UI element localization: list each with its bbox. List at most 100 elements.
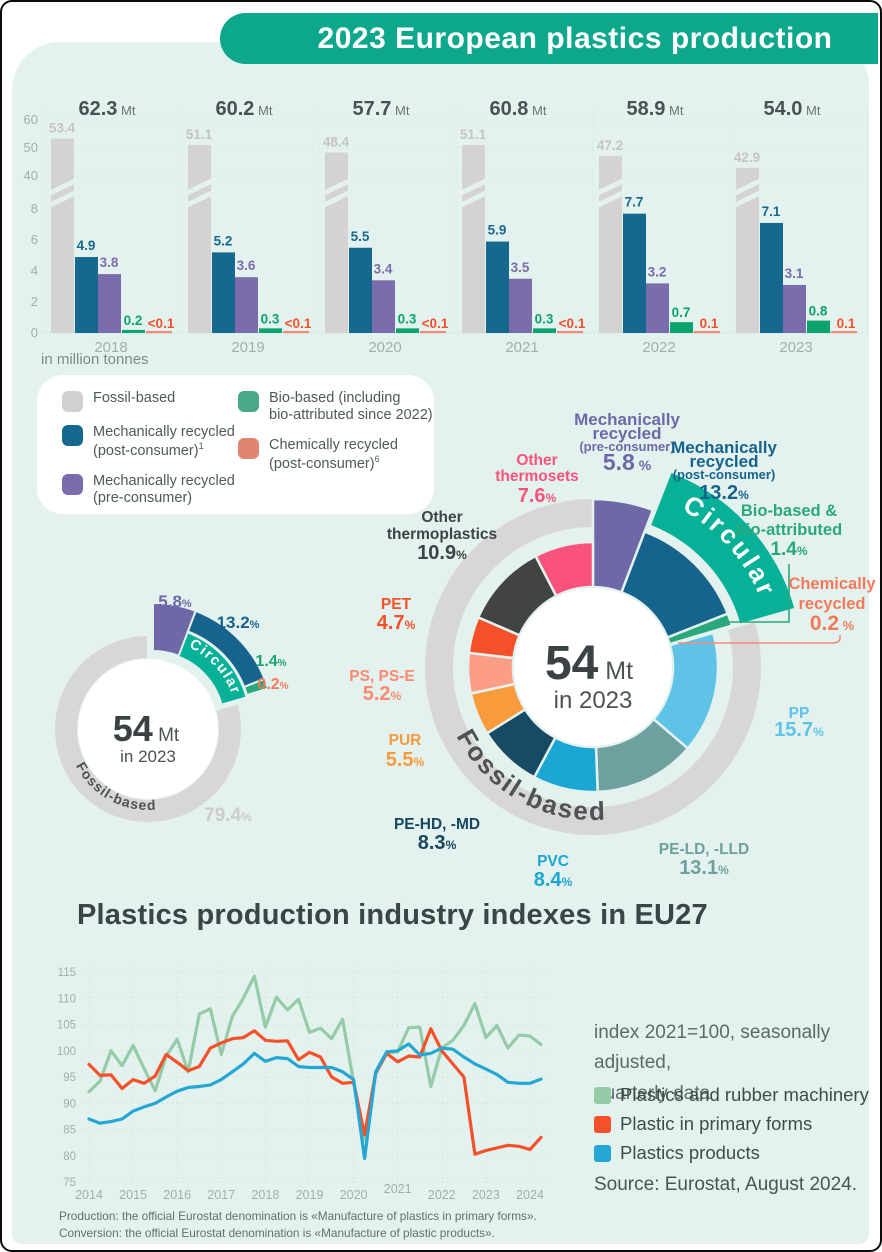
legend-item: Chemically recycled (post-consumer)6 [238, 437, 433, 474]
donut-pct-label: 0.2% [257, 676, 288, 693]
legend-swatch-icon [238, 391, 259, 412]
donut-name-label: thermosets [495, 468, 579, 485]
bar-value-label: 3.6 [237, 258, 256, 273]
donut-pct-label: 1.4% [770, 539, 807, 560]
donut-pct-label: 7.6% [518, 485, 557, 507]
bar-fossil [325, 152, 348, 333]
circular-group: Circular [152, 601, 270, 704]
bar-value-label: 3.1 [785, 266, 804, 281]
x-axis-tick-label: 2020 [340, 1188, 368, 1202]
axis-break-mark [457, 189, 490, 209]
axis-break-mark [320, 189, 353, 209]
bar-mech-post [486, 241, 509, 333]
bar-value-label: 0.2 [124, 313, 143, 328]
donut-pct-label: 13.1% [679, 857, 729, 879]
polymer-donut: Fossil-basedCircularMechanicallyrecycled… [349, 410, 876, 891]
bar-value-label: <0.1 [285, 316, 312, 331]
donut-center-value: 54 Mt [113, 708, 180, 749]
bar-value-label: 0.3 [398, 311, 417, 326]
legend-item: Fossil-based [62, 390, 238, 412]
donut-name-label: (post-consumer) [673, 467, 776, 482]
bar-value-label: 7.1 [762, 204, 781, 219]
donut-segment [591, 497, 655, 594]
line-legend-item: Plastics and rubber machinery [594, 1084, 869, 1106]
y-axis-tick-label: 0 [31, 325, 38, 340]
bar-mech-pre [98, 274, 121, 333]
bar-value-label: 48.4 [323, 134, 350, 149]
bar-bio [807, 320, 830, 333]
bar-value-label: 4.9 [77, 238, 96, 253]
legend-column-left: Fossil-based Mechanically recycled (post-c… [62, 390, 238, 514]
axis-break-mark [731, 189, 764, 209]
bar-value-label: 47.2 [597, 138, 623, 153]
donut-pct-label: 1.4% [255, 653, 286, 670]
legend-swatch-icon [62, 473, 83, 495]
donut-pct-label: 13.2% [217, 613, 260, 632]
legend-item-label: Fossil-based [93, 390, 176, 406]
legend-item: Bio-based (including bio-attributed since… [238, 390, 433, 425]
bar-value-label: 0.7 [672, 305, 691, 320]
donut-name-label: PVC [537, 853, 569, 870]
x-axis-tick-label: 2021 [384, 1182, 412, 1196]
legend-item-label: Mechanically recycled (post-consumer)1 [93, 424, 235, 460]
line-chart-legend: Plastics and rubber machinery Plastic in … [594, 1084, 869, 1172]
y-axis-tick-label: 110 [58, 993, 76, 1005]
bar-value-label: <0.1 [148, 316, 175, 331]
donut-name-label: recycled [690, 452, 759, 471]
x-axis-tick-label: 2015 [119, 1188, 147, 1202]
donut-pct-label: 5.8% [158, 592, 192, 611]
total-label: 62.3 Mt [79, 98, 136, 120]
y-axis-tick-label: 6 [31, 232, 38, 247]
line-note-line: quarterly data [594, 1082, 711, 1104]
total-label: 57.7 Mt [353, 98, 410, 120]
axis-break-mark [457, 177, 490, 197]
donut-name-label: Other [421, 509, 462, 526]
donut-name-label: PET [381, 596, 412, 613]
bar-value-label: 0.1 [837, 316, 856, 331]
x-axis-year-label: 2018 [94, 339, 127, 356]
line-legend-label: Plastics and rubber machinery [620, 1084, 869, 1105]
line-note-line: index 2021=100, seasonally adjusted, [594, 1022, 831, 1074]
y-axis-tick-label: 100 [57, 1046, 76, 1058]
bar-mech-post [349, 247, 372, 333]
x-axis-year-label: 2023 [779, 339, 812, 356]
y-axis-tick-label: 50 [24, 140, 38, 155]
donut-pct-label: 15.7% [774, 719, 824, 741]
x-axis-year-label: 2022 [642, 339, 675, 356]
bar-fossil [462, 144, 485, 333]
legend-item-label: Bio-based (including bio-attributed since… [269, 390, 433, 424]
bar-value-label: 0.3 [535, 311, 554, 326]
line-legend-swatch-icon [594, 1115, 611, 1133]
donut-name-label: PE-LD, -LLD [659, 841, 749, 858]
donut-pct-label: 13.2% [699, 482, 749, 504]
donut-name-label: Mechanically [574, 410, 680, 429]
x-axis-tick-label: 2014 [75, 1188, 103, 1202]
x-axis-tick-label: 2018 [251, 1188, 279, 1202]
total-label: 60.2 Mt [216, 98, 273, 120]
donut-segment [152, 601, 198, 658]
circular-arc [179, 633, 246, 704]
legend-item-label: Mechanically recycled (pre-consumer) [93, 472, 235, 506]
donut-name-label: recycled [799, 595, 866, 613]
axis-break-mark [594, 177, 627, 197]
axis-break-mark [320, 177, 353, 197]
y-axis-tick-label: 85 [63, 1125, 76, 1137]
y-axis-tick-label: 8 [31, 201, 38, 216]
bar-value-label: 5.5 [351, 229, 370, 244]
bar-value-label: 0.8 [809, 304, 828, 319]
axis-break-mark [46, 189, 79, 209]
donut-pct-label: 4.7% [377, 612, 416, 634]
bar-chem [557, 331, 583, 334]
donut-name-label: PP [789, 705, 810, 722]
bar-value-label: 5.9 [488, 223, 507, 238]
donut-center-value: 54 Mt [545, 637, 633, 690]
legend-swatch-icon [62, 391, 83, 412]
donut-pct-label: 8.4% [534, 869, 573, 891]
legend-item: Mechanically recycled (pre-consumer) [62, 473, 238, 508]
line-chart: 75 80 85 90 95 100 105 110 115 2014 2015 2016 2017 20… [57, 967, 548, 1202]
donut-name-label: recycled [593, 424, 662, 443]
donut-name-label: Mechanically [671, 438, 777, 457]
fossil-pct-label: 79.4% [204, 805, 252, 826]
leader-line [678, 635, 841, 644]
legend-column-right: Bio-based (including bio-attributed since… [238, 390, 433, 514]
